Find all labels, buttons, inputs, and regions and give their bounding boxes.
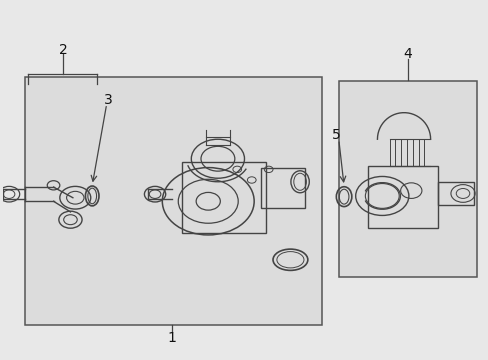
Text: 1: 1 [167, 331, 176, 345]
Text: 3: 3 [103, 93, 112, 107]
Text: 2: 2 [59, 42, 67, 57]
Bar [367, 166, 437, 228]
Bar [24, 77, 321, 325]
Bar [437, 182, 473, 205]
Bar [338, 81, 476, 278]
Text: 5: 5 [331, 128, 340, 141]
Text: 4: 4 [403, 47, 411, 61]
Bar [181, 162, 265, 233]
Bar [261, 168, 305, 208]
